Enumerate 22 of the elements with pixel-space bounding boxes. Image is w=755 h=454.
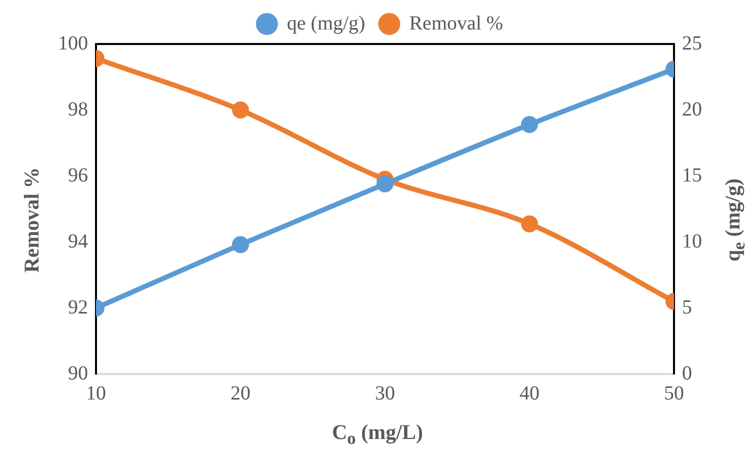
y-tick-label: 90 bbox=[68, 362, 88, 384]
x-tick-label: 50 bbox=[664, 382, 684, 404]
y-tick-label: 92 bbox=[68, 296, 88, 318]
x-tick-label: 30 bbox=[375, 382, 395, 404]
x-tick-label: 10 bbox=[86, 382, 106, 404]
y-tick-label: 100 bbox=[58, 32, 88, 54]
y2-tick-label: 20 bbox=[682, 98, 702, 120]
legend-label: qe (mg/g) bbox=[286, 12, 366, 34]
y-axis-title: Removal % bbox=[20, 167, 44, 273]
y-tick-label: 94 bbox=[68, 230, 88, 252]
y2-tick-label: 15 bbox=[682, 164, 702, 186]
x-tick-label: 20 bbox=[230, 382, 250, 404]
y2-tick-label: 10 bbox=[682, 230, 702, 252]
y2-tick-label: 25 bbox=[682, 32, 702, 54]
x-tick-label: 40 bbox=[520, 382, 540, 404]
x-axis-title: C$_{o}$ (mg/L) bbox=[331, 420, 424, 450]
y-tick-label: 98 bbox=[68, 98, 88, 120]
y2-tick-label: 0 bbox=[682, 362, 692, 384]
point bbox=[376, 175, 394, 192]
y2-tick-label: 5 bbox=[682, 296, 692, 318]
y-tick-label: 96 bbox=[68, 164, 88, 186]
legend-label: Removal % bbox=[409, 12, 504, 34]
